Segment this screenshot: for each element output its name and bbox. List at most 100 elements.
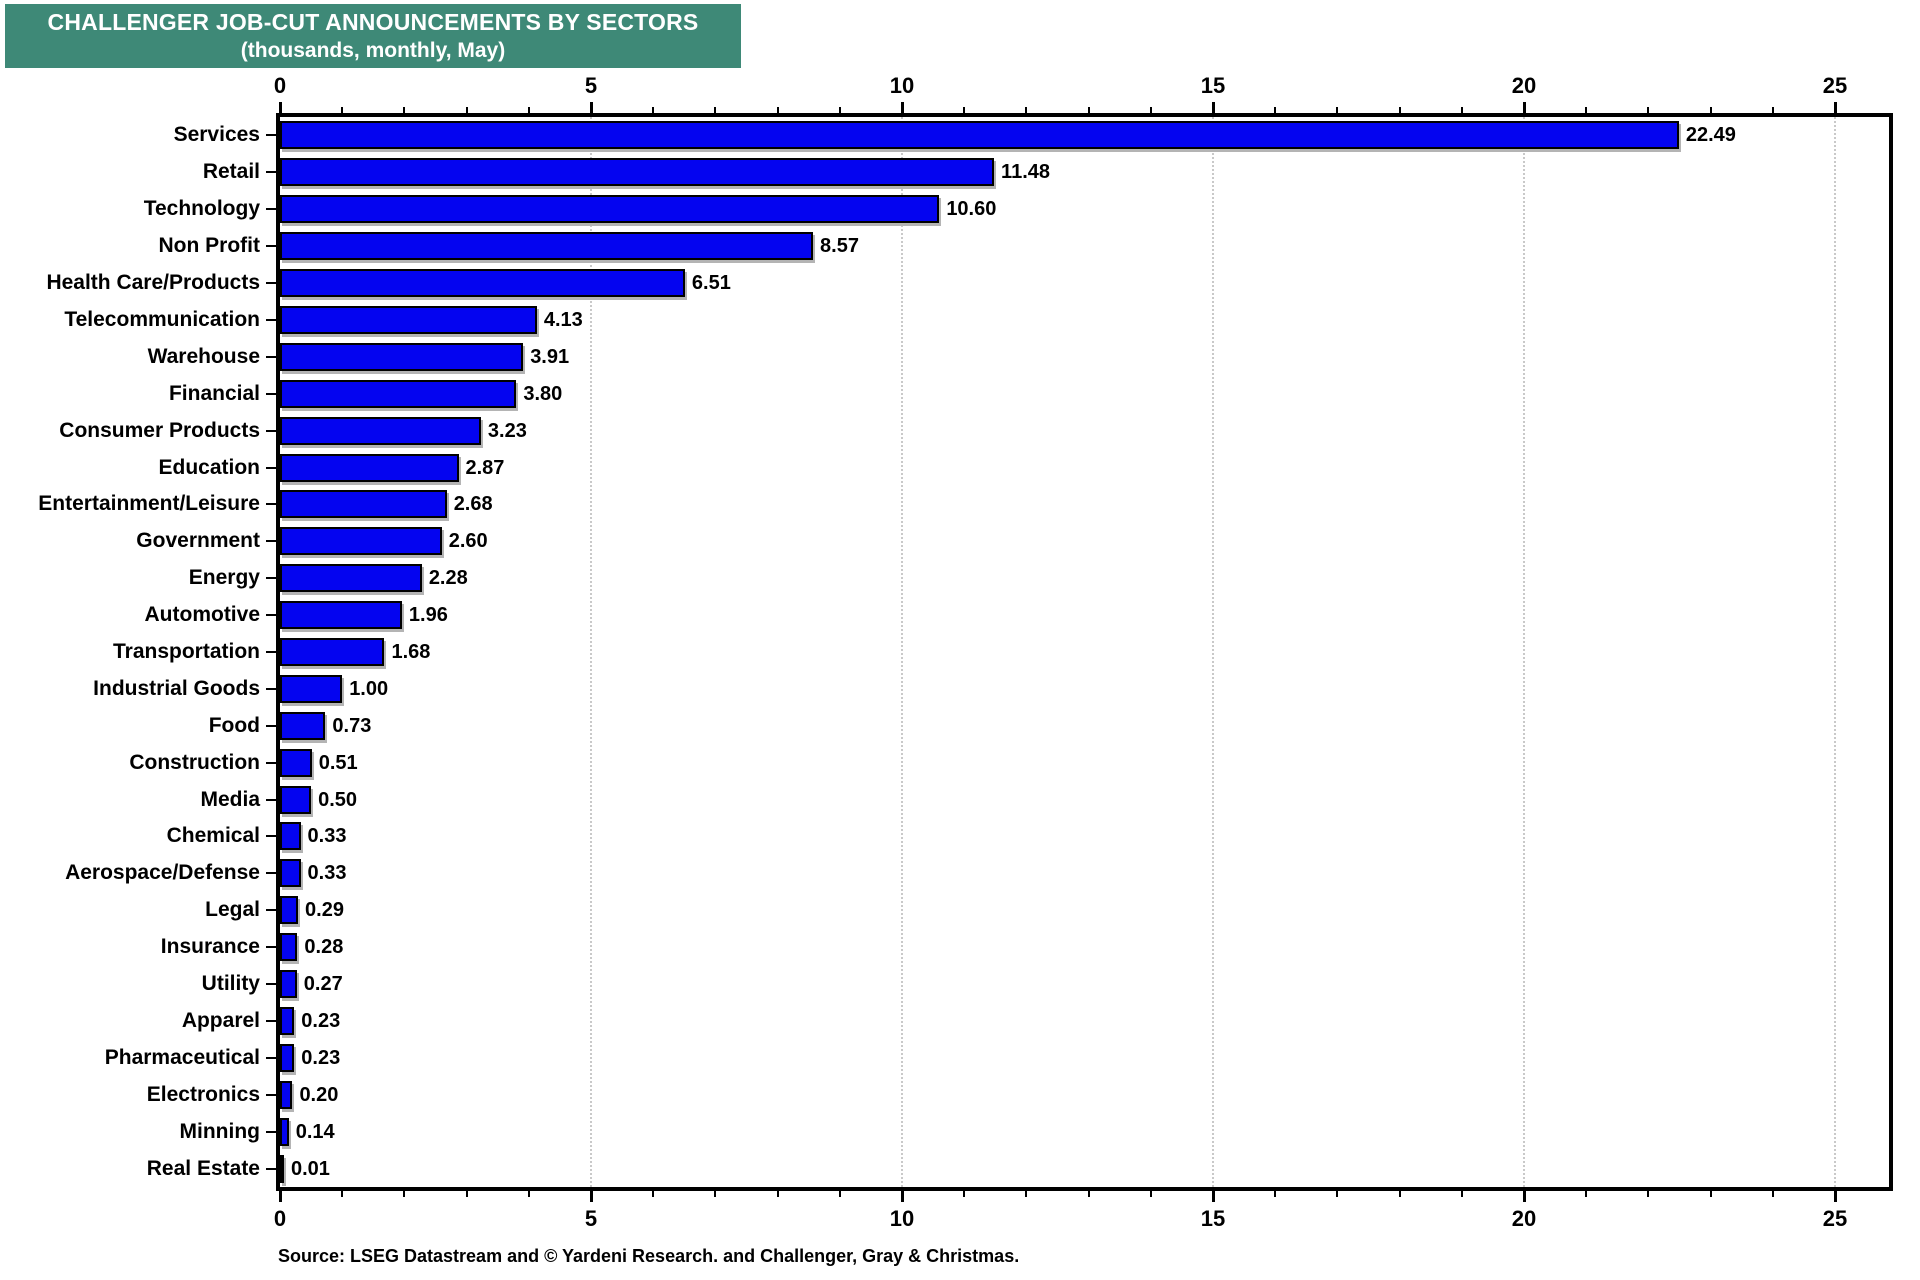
y-axis-tick xyxy=(266,503,276,506)
value-label: 0.01 xyxy=(291,1157,330,1180)
value-label: 22.49 xyxy=(1685,124,1736,147)
category-label: Telecommunication xyxy=(64,307,260,331)
x-axis-tick xyxy=(1149,107,1152,113)
x-axis-tick xyxy=(1522,102,1526,113)
x-axis-tick xyxy=(1460,1191,1463,1197)
y-axis-tick xyxy=(266,614,276,617)
y-axis-tick xyxy=(266,1130,276,1133)
grid-line xyxy=(1212,117,1214,1187)
category-label: Transportation xyxy=(112,640,260,663)
x-axis-tick xyxy=(1149,1191,1152,1197)
category-label: Pharmaceutical xyxy=(104,1045,260,1069)
x-axis-tick xyxy=(714,107,717,113)
y-axis-tick xyxy=(266,1093,276,1096)
value-label: 0.51 xyxy=(318,751,358,774)
x-axis-tick xyxy=(1833,102,1837,113)
x-axis-tick xyxy=(963,1191,966,1197)
x-axis-tick xyxy=(1274,1191,1277,1197)
bar xyxy=(280,305,537,334)
x-axis-tick xyxy=(1833,1191,1837,1202)
x-axis-tick xyxy=(403,107,406,113)
category-label: Technology xyxy=(143,197,260,221)
bar xyxy=(280,564,422,593)
x-axis-label-bottom: 20 xyxy=(1511,1206,1537,1231)
x-axis-tick xyxy=(403,1191,406,1197)
x-axis-tick xyxy=(1647,1191,1650,1197)
x-axis-tick xyxy=(1585,107,1588,113)
value-label: 6.51 xyxy=(691,272,731,295)
bar xyxy=(280,748,312,777)
x-axis-tick xyxy=(589,1191,593,1202)
category-label: Automotive xyxy=(144,603,261,627)
bar xyxy=(280,859,301,888)
category-label: Government xyxy=(136,529,260,553)
x-axis-tick xyxy=(341,1191,344,1197)
x-axis-label-bottom: 5 xyxy=(584,1206,598,1231)
y-axis-tick xyxy=(266,577,276,580)
chart-title: CHALLENGER JOB-CUT ANNOUNCEMENTS BY SECT… xyxy=(47,9,699,35)
x-axis-label-bottom: 10 xyxy=(889,1206,915,1231)
category-label: Health Care/Products xyxy=(46,271,260,295)
bar xyxy=(280,1006,295,1035)
value-label: 1.96 xyxy=(408,604,448,627)
bar xyxy=(280,527,442,556)
x-axis-tick xyxy=(1647,107,1650,113)
x-axis-tick xyxy=(1771,107,1774,113)
chart-title-box: CHALLENGER JOB-CUT ANNOUNCEMENTS BY SECT… xyxy=(5,4,741,68)
x-axis-label-top: 10 xyxy=(889,73,915,98)
value-label: 3.80 xyxy=(523,382,563,405)
category-label: Insurance xyxy=(160,935,260,959)
y-axis-tick xyxy=(266,540,276,543)
y-axis-tick xyxy=(266,208,276,211)
bar xyxy=(280,822,301,851)
bar xyxy=(280,638,385,666)
y-axis-tick xyxy=(266,245,276,248)
bar xyxy=(280,711,326,740)
x-axis-tick xyxy=(1025,107,1028,113)
x-axis-label-top: 0 xyxy=(273,73,287,98)
bar xyxy=(280,232,814,261)
x-axis-tick xyxy=(1211,1191,1215,1202)
x-axis-tick xyxy=(278,1191,282,1202)
y-axis-tick xyxy=(266,392,276,395)
bar xyxy=(280,1043,295,1072)
x-axis-label-top: 15 xyxy=(1200,73,1226,98)
value-label: 1.00 xyxy=(349,677,389,700)
category-label: Education xyxy=(158,455,260,479)
value-label: 0.73 xyxy=(332,714,372,737)
x-axis-tick xyxy=(527,107,530,113)
x-axis-tick xyxy=(1211,102,1215,113)
bar xyxy=(280,269,685,298)
x-axis-tick xyxy=(1709,1191,1712,1197)
value-label: 2.68 xyxy=(453,493,493,516)
x-axis-tick xyxy=(1522,1191,1526,1202)
bar xyxy=(280,195,940,224)
x-axis-label-top: 5 xyxy=(584,73,598,98)
value-label: 3.23 xyxy=(487,419,527,442)
bar xyxy=(280,121,1679,150)
x-axis-tick xyxy=(838,107,841,113)
bar xyxy=(280,1117,289,1146)
x-axis-tick xyxy=(1087,107,1090,113)
y-axis-tick xyxy=(266,946,276,949)
x-axis-tick xyxy=(776,107,779,113)
plot-area xyxy=(276,113,1893,1191)
bar xyxy=(280,379,517,408)
x-axis-tick xyxy=(1025,1191,1028,1197)
bar xyxy=(280,158,995,187)
x-axis-tick xyxy=(714,1191,717,1197)
y-axis-tick xyxy=(266,429,276,432)
x-axis-tick xyxy=(1585,1191,1588,1197)
category-label: Industrial Goods xyxy=(93,676,260,700)
bar xyxy=(280,785,312,814)
y-axis-tick xyxy=(266,761,276,764)
y-axis-tick xyxy=(266,835,276,838)
x-axis-tick xyxy=(900,1191,904,1202)
x-axis-tick xyxy=(900,102,904,113)
x-axis-tick xyxy=(1771,1191,1774,1197)
x-axis-tick xyxy=(465,107,468,113)
value-label: 2.87 xyxy=(465,456,505,479)
y-axis-tick xyxy=(266,909,276,912)
value-label: 0.33 xyxy=(307,825,347,848)
